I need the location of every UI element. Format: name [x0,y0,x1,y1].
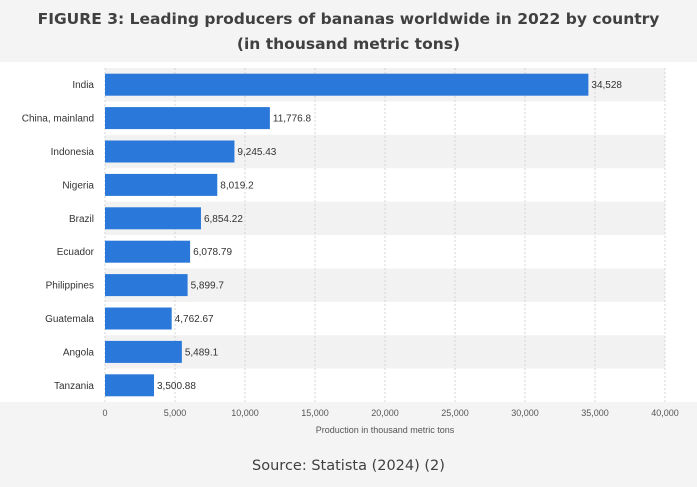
x-axis-title: Production in thousand metric tons [316,425,455,435]
category-label: Guatemala [45,314,94,325]
bar [105,240,191,263]
bar-chart: 0 5,000 10,000 15,000 20,000 25,000 30,000 35,0… [0,62,697,435]
value-label: 5,489.1 [185,347,219,358]
bar [105,307,172,330]
x-tick-label: 5,000 [164,408,187,418]
value-label: 3,500.88 [157,381,196,392]
chart-title-line-2: (in thousand metric tons) [236,35,461,53]
x-tick-label: 15,000 [301,408,329,418]
chart-title-line-1: FIGURE 3: Leading producers of bananas w… [37,10,660,28]
bar [105,140,235,163]
category-label: China, mainland [22,114,94,125]
x-tick-label: 35,000 [581,408,609,418]
bar [105,107,270,130]
category-label: Tanzania [54,381,94,392]
value-label: 34,528 [591,80,622,91]
source-caption: Source: Statista (2024) (2) [252,458,445,474]
bar [105,340,182,363]
x-tick-label: 10,000 [231,408,259,418]
x-tick-label: 20,000 [371,408,399,418]
value-label: 6,078.79 [193,247,232,258]
bar [105,173,218,196]
x-tick-label: 25,000 [441,408,469,418]
x-tick-label: 40,000 [651,408,679,418]
bar [105,73,589,96]
category-label: Ecuador [57,247,95,258]
value-label: 4,762.67 [175,314,214,325]
value-label: 6,854.22 [204,214,243,225]
chart-title: FIGURE 3: Leading producers of bananas w… [0,7,697,57]
category-label: Brazil [69,214,94,225]
category-label: Philippines [46,281,94,292]
x-tick-label: 30,000 [511,408,539,418]
bar [105,374,155,397]
bar [105,207,201,230]
x-tick-label: 0 [102,408,107,418]
value-label: 9,245.43 [237,147,276,158]
value-label: 5,899.7 [191,281,225,292]
category-label: Indonesia [51,147,95,158]
bars [105,73,589,397]
labels: 0 5,000 10,000 15,000 20,000 25,000 30,000 35,0… [22,80,679,418]
value-label: 11,776.8 [273,114,312,125]
value-label: 8,019.2 [220,180,254,191]
category-label: Angola [63,347,95,358]
bar [105,274,188,297]
category-label: Nigeria [62,180,94,191]
category-label: India [72,80,94,91]
